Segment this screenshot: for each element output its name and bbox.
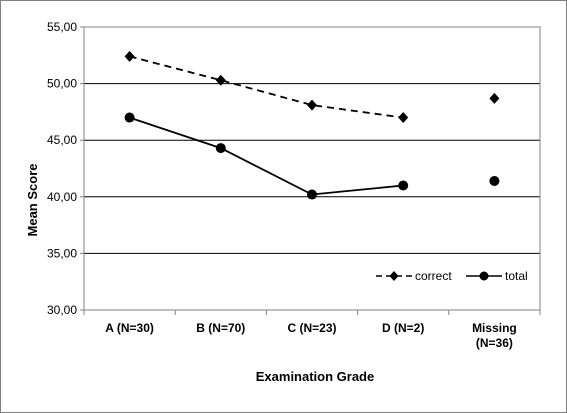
y-tick-label: 35,00	[47, 246, 77, 260]
x-tick-label: (N=36)	[476, 336, 513, 350]
series-total-point	[124, 112, 135, 123]
series-total-point	[307, 189, 317, 200]
x-tick-label: A (N=30)	[105, 321, 154, 335]
series-total-point	[215, 143, 226, 154]
y-tick-label: 45,00	[47, 133, 77, 147]
y-tick-label: 50,00	[47, 77, 77, 91]
legend: correct total	[376, 269, 528, 283]
legend-correct-label: correct	[415, 269, 452, 283]
x-tick-label: D (N=2)	[382, 321, 424, 335]
legend-total-marker	[479, 271, 489, 281]
series-group	[124, 50, 500, 200]
y-axis-ticks: 30,00 35,00 40,00 45,00 50,00 55,00	[47, 20, 84, 317]
y-tick-label: 40,00	[47, 190, 77, 204]
series-total-line	[129, 116, 404, 196]
series-correct-point	[215, 74, 226, 86]
series-correct-line	[129, 55, 404, 119]
y-tick-label: 30,00	[47, 303, 77, 317]
legend-correct-marker	[389, 271, 399, 281]
series-total-point	[398, 180, 409, 191]
plot-area	[83, 26, 541, 311]
x-tick-label: C (N=23)	[287, 321, 336, 335]
y-tick-label: 55,00	[47, 20, 77, 34]
legend-total-label: total	[505, 269, 528, 283]
x-tick-label: Missing	[472, 321, 517, 335]
x-axis-title: Examination Grade	[256, 369, 374, 384]
series-correct-point	[489, 92, 500, 104]
x-axis-ticks: A (N=30) B (N=70) C (N=23) D (N=2) Missing(N…	[83, 310, 541, 350]
series-correct-point	[124, 50, 135, 62]
x-tick-label: B (N=70)	[196, 321, 245, 335]
series-correct-point	[398, 112, 409, 124]
series-correct-point	[307, 99, 317, 111]
series-total-point	[489, 175, 500, 186]
y-axis-title: Mean Score	[25, 164, 40, 237]
